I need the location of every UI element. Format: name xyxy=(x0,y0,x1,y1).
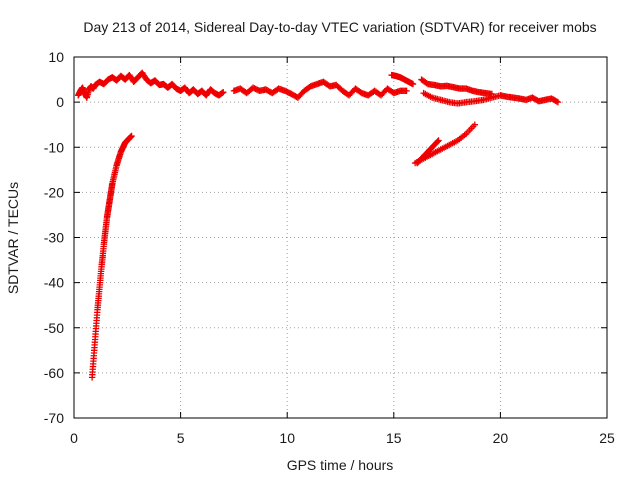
data-point xyxy=(434,138,441,145)
data-points xyxy=(75,69,562,381)
x-tick-label: 10 xyxy=(279,430,295,446)
series-midday xyxy=(230,78,410,101)
grid-lines xyxy=(74,57,607,418)
data-point xyxy=(220,88,227,96)
data-point xyxy=(553,98,560,105)
series-descent xyxy=(88,132,135,381)
series-arc15 xyxy=(388,71,417,88)
y-tick-label: -30 xyxy=(44,230,64,246)
data-point xyxy=(554,98,562,106)
y-axis-label: SDTVAR / TECUs xyxy=(5,182,21,294)
y-tick-label: -40 xyxy=(44,275,64,291)
y-tick-label: -60 xyxy=(44,365,64,381)
y-tick-label: -50 xyxy=(44,320,64,336)
x-axis-label: GPS time / hours xyxy=(287,457,394,473)
data-point xyxy=(403,87,410,95)
y-tick-label: -10 xyxy=(44,139,64,155)
y-tick-labels: -70 -60 -50 -40 -30 -20 -10 0 10 xyxy=(44,49,64,426)
data-point xyxy=(409,80,417,88)
y-tick-label: -20 xyxy=(44,184,64,200)
y-tick-label: 0 xyxy=(56,94,64,110)
x-tick-label: 25 xyxy=(599,430,615,446)
x-tick-labels: 0 5 10 15 20 25 xyxy=(70,430,615,446)
data-point xyxy=(435,137,442,144)
chart-title: Day 213 of 2014, Sidereal Day-to-day VTE… xyxy=(83,19,596,35)
series-diagonal_short xyxy=(414,137,442,167)
y-tick-label: -70 xyxy=(44,410,64,426)
series-evening_lower xyxy=(420,89,562,107)
x-tick-label: 15 xyxy=(386,430,402,446)
x-tick-label: 0 xyxy=(70,430,78,446)
x-tick-label: 5 xyxy=(177,430,185,446)
y-tick-label: 10 xyxy=(48,49,64,65)
series-evening_upper xyxy=(418,76,496,98)
x-tick-label: 20 xyxy=(493,430,509,446)
data-point xyxy=(128,132,135,140)
series-early xyxy=(75,69,227,101)
axis-ticks xyxy=(73,56,608,419)
data-point xyxy=(471,121,479,128)
